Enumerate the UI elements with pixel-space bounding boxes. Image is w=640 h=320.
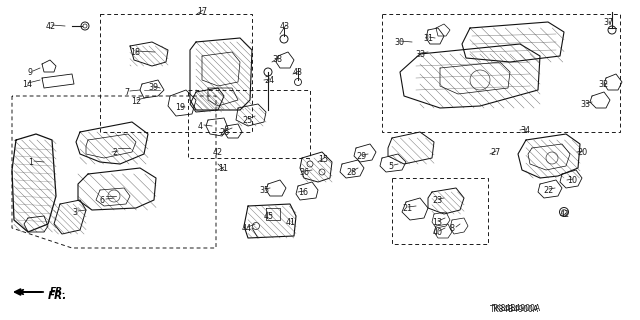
Text: 37: 37: [603, 18, 613, 27]
Text: 4: 4: [198, 122, 203, 131]
Text: 38: 38: [272, 55, 282, 64]
Text: 2: 2: [112, 148, 117, 157]
Text: 29: 29: [356, 152, 366, 161]
Text: FR.: FR.: [50, 287, 67, 297]
Text: TK84B4900A: TK84B4900A: [492, 304, 541, 313]
Text: 40: 40: [433, 228, 443, 237]
Text: 3: 3: [72, 208, 77, 217]
Text: 44: 44: [242, 224, 252, 233]
Text: 43: 43: [280, 22, 290, 31]
Text: 8: 8: [450, 224, 455, 233]
Text: TK84B4900A: TK84B4900A: [490, 305, 539, 314]
Text: FR.: FR.: [48, 291, 67, 301]
Text: 18: 18: [130, 48, 140, 57]
Text: 26: 26: [219, 128, 229, 137]
Text: 19: 19: [175, 103, 185, 112]
Text: 20: 20: [577, 148, 587, 157]
Text: 30: 30: [394, 38, 404, 47]
Text: 25: 25: [242, 116, 252, 125]
Text: 23: 23: [432, 196, 442, 205]
Text: 6: 6: [100, 196, 105, 205]
Text: 36: 36: [299, 168, 309, 177]
Text: 11: 11: [218, 164, 228, 173]
Text: 16: 16: [298, 188, 308, 197]
Text: 42: 42: [560, 210, 570, 219]
Text: 14: 14: [22, 80, 32, 89]
Text: 41: 41: [286, 218, 296, 227]
Text: 7: 7: [124, 88, 129, 97]
Text: 28: 28: [346, 168, 356, 177]
Text: 42: 42: [46, 22, 56, 31]
Text: 22: 22: [543, 186, 553, 195]
Text: 35: 35: [259, 186, 269, 195]
Text: 9: 9: [27, 68, 32, 77]
Text: 31: 31: [423, 34, 433, 43]
Text: 27: 27: [490, 148, 500, 157]
Text: 1: 1: [28, 158, 33, 167]
Text: 10: 10: [567, 176, 577, 185]
Text: 21: 21: [402, 204, 412, 213]
Text: 39: 39: [148, 83, 158, 92]
Text: 13: 13: [432, 218, 442, 227]
Text: 33: 33: [415, 50, 425, 59]
Text: 17: 17: [197, 7, 207, 16]
Text: 12: 12: [131, 97, 141, 106]
Text: 45: 45: [264, 212, 274, 221]
Text: 43: 43: [293, 68, 303, 77]
Text: 5: 5: [388, 162, 393, 171]
Text: 34: 34: [520, 126, 530, 135]
Text: 32: 32: [598, 80, 608, 89]
Text: 33: 33: [580, 100, 590, 109]
Text: 15: 15: [318, 155, 328, 164]
Text: 42: 42: [213, 148, 223, 157]
Text: 24: 24: [264, 76, 274, 85]
